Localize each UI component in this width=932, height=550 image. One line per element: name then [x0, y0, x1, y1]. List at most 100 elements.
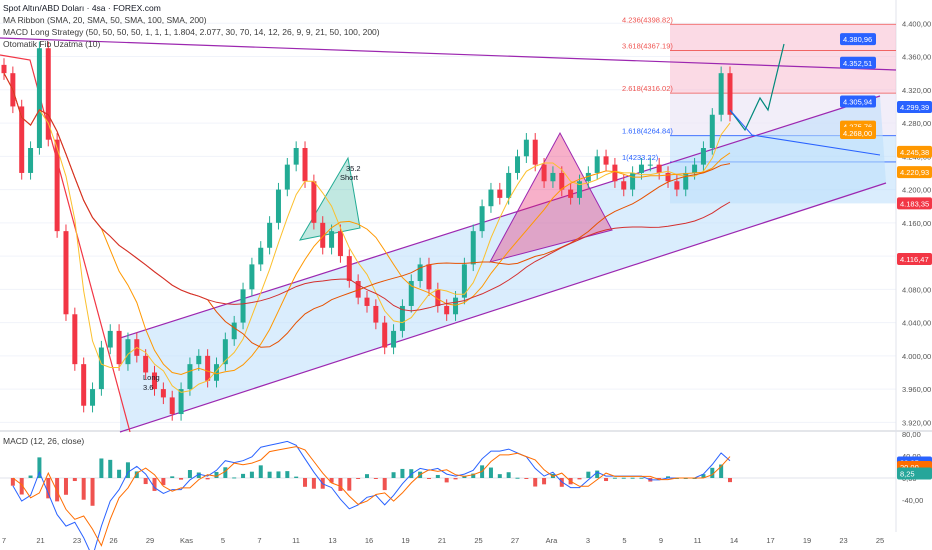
macd-histogram-bar: [37, 457, 42, 478]
macd-histogram-bar: [382, 478, 387, 491]
candle-body: [647, 164, 653, 166]
macd-histogram-bar: [19, 478, 24, 495]
candle-body: [585, 172, 591, 182]
price-tick-label: 4.280,00: [902, 119, 931, 128]
candle-body: [355, 281, 361, 298]
price-tags: 4.380,964.352,514.305,944.299,394.275,76…: [840, 33, 932, 480]
projection-target: [729, 109, 881, 156]
candle-body: [408, 281, 414, 306]
macd-histogram-bar: [108, 459, 113, 478]
candle-body: [1, 64, 7, 74]
candle-body: [107, 330, 113, 348]
macd-histogram-bar: [356, 478, 361, 479]
candle-body: [364, 297, 370, 306]
macd-histogram-bar: [719, 464, 724, 478]
macd-tag-label: 8,25: [900, 469, 915, 478]
candle-body: [391, 330, 397, 348]
time-tick-label: 13: [328, 536, 336, 545]
candle-body: [36, 48, 42, 149]
candle-body: [45, 48, 51, 140]
macd-histogram-bar: [488, 467, 493, 478]
candle-body: [497, 189, 503, 198]
macd-tick-label: 80,00: [902, 430, 921, 439]
macd-histogram-bar: [506, 472, 511, 478]
candle-body: [426, 264, 432, 290]
macd-histogram-bar: [117, 469, 122, 478]
candle-body: [258, 247, 264, 265]
time-tick-label: 21: [36, 536, 44, 545]
candle-body: [275, 189, 281, 223]
price-tick-label: 4.200,00: [902, 186, 931, 195]
candle-body: [81, 364, 87, 406]
short-label: Short: [340, 173, 359, 182]
candle-body: [63, 231, 69, 315]
candle-body: [213, 364, 219, 381]
macd-histogram-bar: [621, 477, 626, 479]
symbol-title[interactable]: Spot Altın/ABD Doları · 4sa · FOREX.com: [3, 3, 161, 13]
time-tick-label: 25: [474, 536, 482, 545]
candle-body: [718, 73, 724, 115]
macd-histogram-bar: [728, 478, 732, 483]
candle-body: [479, 206, 485, 232]
macd-histogram-bar: [444, 478, 449, 483]
macd-legend[interactable]: MACD (12, 26, close): [3, 436, 85, 446]
candle-body: [559, 172, 565, 190]
fib-legend[interactable]: Otomatik Fib Uzatma (10): [3, 39, 101, 49]
time-axis: 7 21 23 26 29 Kas 5 7 11 13 16 19 21 25 27 Ara 3 5 9 11 14 17…: [2, 536, 884, 545]
price-tag: [840, 95, 876, 108]
candle-body: [240, 289, 246, 323]
macd-histogram-bar: [276, 471, 281, 478]
candle-body: [709, 114, 715, 149]
price-tick-label: 3.960,00: [902, 385, 931, 394]
candle-body: [576, 181, 582, 198]
candle-body: [700, 148, 706, 165]
macd-tick-label: -40,00: [902, 496, 923, 505]
candle-body: [160, 389, 166, 398]
macd-histogram-bar: [241, 473, 246, 478]
macd-histogram-bar: [249, 471, 254, 478]
time-tick-label: 5: [622, 536, 626, 545]
candle-body: [594, 156, 600, 173]
macd-histogram-bar: [72, 478, 77, 482]
harmonic-pattern: [489, 131, 613, 263]
macd-histogram-bar: [63, 478, 68, 495]
macd-line: [12, 440, 731, 550]
candle-body: [638, 164, 644, 173]
candle-body: [515, 156, 521, 173]
candle-body: [506, 172, 512, 198]
projection-path: [729, 43, 785, 132]
candle-body: [603, 156, 609, 165]
candle-body: [656, 164, 662, 173]
fib-label: 2.618(4316.02): [622, 84, 673, 93]
ma-20-line: [3, 72, 731, 393]
candle-body: [630, 172, 636, 190]
candle-body: [125, 339, 131, 365]
candle-body: [284, 164, 290, 190]
time-tick-label: 26: [109, 536, 117, 545]
candle-body: [461, 264, 467, 298]
price-tick-label: 4.080,00: [902, 285, 931, 294]
time-tick-label: 3: [586, 536, 590, 545]
candle-body: [205, 355, 211, 381]
macd-histogram-bar: [170, 476, 175, 478]
candle-body: [72, 314, 78, 365]
macd-histogram-bar: [152, 478, 157, 491]
price-tag-label: 4.299,39: [900, 103, 929, 112]
price-tag-label: 4.116,47: [900, 255, 929, 264]
time-tick-label: 19: [803, 536, 811, 545]
time-tick-label: 7: [257, 536, 261, 545]
ma-ribbon-legend[interactable]: MA Ribbon (SMA, 20, SMA, 50, SMA, 100, S…: [3, 15, 207, 25]
macd-histogram-bar: [630, 477, 635, 479]
candle-body: [311, 181, 317, 223]
candle-body: [346, 256, 352, 282]
macd-pane: [0, 440, 896, 550]
candle-body: [568, 189, 574, 198]
time-tick-label: 11: [694, 536, 702, 545]
time-tick-label: 27: [511, 536, 519, 545]
macd-histogram-bar: [373, 478, 378, 479]
candle-body: [488, 189, 494, 207]
macd-histogram-bar: [338, 478, 343, 491]
macd-strategy-legend[interactable]: MACD Long Strategy (50, 50, 50, 50, 1, 1…: [3, 27, 380, 37]
macd-histogram-bar: [657, 478, 662, 479]
